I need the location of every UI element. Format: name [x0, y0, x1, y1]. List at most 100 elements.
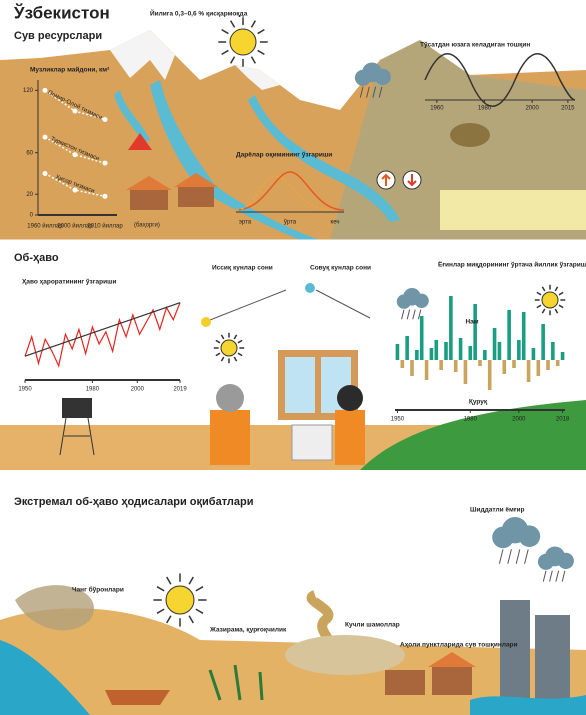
- x-tick-label: 1950: [18, 387, 32, 393]
- precip-bar: [410, 360, 414, 376]
- precip-bar: [512, 360, 516, 368]
- x-tick-label: 2018: [556, 417, 570, 423]
- y-tick-label: 60: [26, 150, 33, 156]
- infographic: 020601201960 йиллар2000 йиллар2010 йилла…: [0, 0, 586, 715]
- precip-bar: [478, 360, 482, 366]
- arrow-warm: [210, 290, 286, 320]
- flood-water: [470, 695, 586, 715]
- sun-ray: [221, 335, 223, 339]
- precip-bar: [561, 352, 565, 360]
- sun-ray: [221, 357, 223, 361]
- building: [535, 615, 570, 700]
- precip-bar: [420, 316, 424, 360]
- page: {"water": { "title": "Ўзбекистон", "subt…: [0, 0, 586, 715]
- window-pane: [285, 357, 315, 413]
- rain: [543, 571, 546, 582]
- x-label: кеч: [331, 220, 340, 226]
- precip-bar: [449, 296, 453, 360]
- y-tick-label: 20: [26, 192, 33, 198]
- boat: [105, 690, 170, 705]
- cloud: [558, 553, 574, 569]
- section-title: Сув ресурслари: [14, 30, 102, 42]
- x-tick-label: 1980: [478, 106, 492, 112]
- sun-ray: [157, 587, 164, 591]
- building: [500, 600, 530, 700]
- precip-bar: [493, 328, 497, 360]
- heavy-rain: Шиддатли ёмғир: [470, 507, 525, 514]
- precip-bar: [400, 360, 404, 368]
- heat-drought: Жазирама, қурғоқчилик: [209, 627, 287, 634]
- flood-site: [450, 123, 490, 147]
- trend: [25, 303, 180, 356]
- glacier-point: [103, 161, 108, 166]
- sun-ray: [537, 292, 541, 294]
- sun-ray: [238, 340, 242, 342]
- precip-bar: [468, 346, 472, 360]
- rain: [402, 310, 404, 320]
- precip-bar: [444, 342, 448, 360]
- precip-bar: [546, 360, 550, 370]
- rain: [413, 310, 415, 320]
- precip-bar: [536, 360, 540, 376]
- person: [210, 410, 250, 465]
- sun-ray: [234, 357, 236, 361]
- arrow-cold: [316, 290, 370, 318]
- strong-winds: Кучли шамоллар: [345, 622, 400, 629]
- extremes-scene: [0, 585, 586, 715]
- sun: [230, 29, 256, 55]
- sun-ray: [555, 287, 557, 291]
- precip-bar: [473, 304, 477, 360]
- sun-ray: [196, 587, 203, 591]
- person: [335, 410, 365, 465]
- cloud: [519, 525, 541, 547]
- sun-ray: [234, 335, 236, 339]
- cloud: [414, 294, 428, 308]
- wet-label: Нам: [465, 319, 478, 326]
- river-chart-title: Дарёлар оқимининг ўзгариши: [236, 151, 332, 159]
- section-title: Экстремал об-ҳаво ҳодисалари оқибатлари: [14, 496, 254, 508]
- precip-bar: [551, 342, 555, 360]
- field: [440, 190, 586, 230]
- precip-bar: [488, 360, 492, 390]
- x-tick-label: 2019: [173, 387, 187, 393]
- flood-chart-title: Тўсатдан юзага келадиган тошқин: [420, 41, 530, 49]
- rain: [407, 310, 409, 320]
- glacier-point: [103, 194, 108, 199]
- precip-bar: [439, 360, 443, 370]
- precip-bar: [498, 342, 502, 360]
- temp-line: [25, 303, 180, 366]
- precip-bar: [517, 340, 521, 360]
- rain: [550, 571, 553, 582]
- precip-bar: [464, 360, 468, 384]
- settlement-floods: Аҳоли пунктларида сув тошқинлари: [400, 642, 518, 649]
- rain: [508, 549, 512, 563]
- x-tick-label: 1980: [464, 417, 478, 423]
- x-tick-label: 2000: [525, 106, 539, 112]
- sun-ray: [167, 616, 171, 623]
- sun-ray: [189, 577, 193, 584]
- precip-bar: [483, 350, 487, 360]
- dust-storms: Чанг бўронлари: [72, 586, 124, 594]
- precip-bar: [556, 360, 560, 366]
- sun-ray: [157, 609, 164, 613]
- glacier-point: [43, 135, 48, 140]
- cold-days: Совуқ кунлар сони: [310, 265, 371, 272]
- precip-bar: [415, 350, 419, 360]
- glacier-chart-title: Музликлар майдони, км²: [30, 66, 110, 74]
- precip-bar: [454, 360, 458, 372]
- precip-bar: [396, 344, 400, 360]
- precip-bar: [541, 324, 545, 360]
- section-title: Об-ҳаво: [14, 252, 59, 264]
- precip-bar: [430, 348, 434, 360]
- sun-ray: [542, 309, 544, 313]
- house: [130, 188, 168, 210]
- warm-days: Иссиқ кунлар сони: [212, 265, 273, 272]
- precip-bar: [425, 360, 429, 380]
- precip-bar: [434, 340, 438, 360]
- precip-bar: [405, 336, 409, 360]
- sun-ray: [238, 353, 242, 355]
- precip-bar: [459, 338, 463, 360]
- house: [385, 670, 425, 695]
- sun: [221, 340, 237, 356]
- weather-station: [62, 398, 92, 418]
